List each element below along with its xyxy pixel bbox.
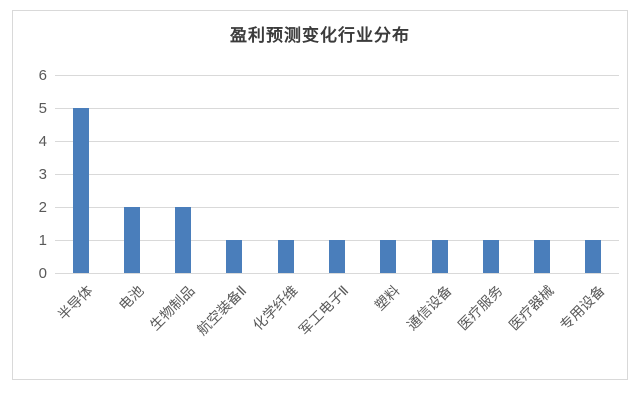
bar-塑料 (380, 240, 397, 273)
x-tick-label: 军工电子Ⅱ (295, 282, 352, 339)
bar-化学纤维 (277, 240, 294, 273)
bar-通信设备 (431, 240, 448, 273)
y-tick-label: 6 (38, 66, 47, 84)
y-tick-label: 2 (38, 198, 47, 216)
gridline (55, 74, 619, 76)
bar-军工电子Ⅱ (329, 240, 345, 273)
x-tick-label: 医疗服务 (454, 282, 506, 334)
bar-chart: 盈利预测变化行业分布 0 1 2 3 4 5 6 半导体 电池 生物制品 航空装备Ⅱ 化学纤维 军工电子… (12, 10, 628, 380)
x-tick-label: 塑料 (371, 282, 403, 314)
y-tick-label: 5 (38, 99, 47, 117)
gridline (55, 140, 619, 142)
x-tick-label: 半导体 (54, 282, 96, 324)
chart-title: 盈利预测变化行业分布 (230, 26, 410, 45)
bar-医疗器械 (534, 240, 551, 273)
y-tick-label: 0 (38, 264, 47, 282)
gridline (55, 107, 619, 109)
y-tick-label: 3 (38, 165, 47, 183)
gridline (55, 206, 619, 208)
bar-航空装备Ⅱ (226, 240, 243, 273)
x-tick-label: 医疗器械 (505, 282, 557, 334)
y-tick-label: 4 (38, 132, 47, 150)
plot-area: 0 1 2 3 4 5 6 半导体 电池 生物制品 航空装备Ⅱ 化学纤维 军工电子Ⅱ 塑料 通信设备 医疗服务… (39, 68, 619, 338)
bar-半导体 (72, 108, 89, 273)
x-tick-label: 专用设备 (557, 282, 608, 334)
bar-医疗服务 (482, 240, 499, 273)
x-tick-label: 电池 (115, 282, 147, 314)
x-tick-label: 生物制品 (146, 282, 198, 334)
gridline (55, 272, 619, 274)
bar-生物制品 (175, 207, 192, 273)
bar-专用设备 (585, 240, 602, 273)
y-tick-label: 1 (38, 231, 47, 249)
gridline (55, 173, 619, 175)
bar-电池 (123, 207, 140, 273)
x-tick-label: 化学纤维 (249, 282, 301, 334)
x-tick-label: 航空装备Ⅱ (193, 282, 250, 339)
x-tick-label: 通信设备 (403, 282, 455, 334)
